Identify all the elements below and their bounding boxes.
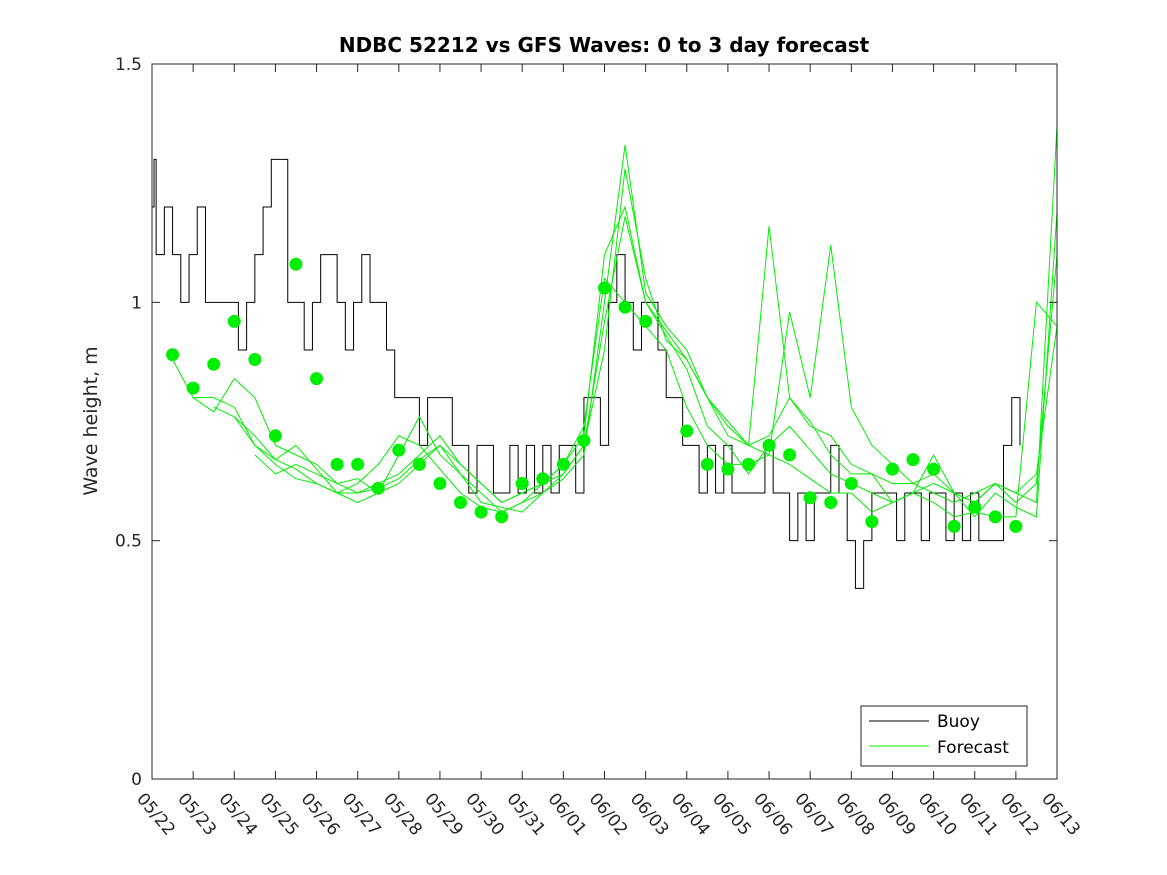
x-tick-label: 05/25 [256,789,303,839]
y-tick-label: 0 [131,770,142,790]
legend-box [860,705,1028,767]
forecast-marker [515,476,529,490]
forecast-marker [207,357,221,371]
x-tick-label: 05/28 [379,789,426,839]
x-tick-label: 06/10 [914,789,961,839]
y-tick-label: 1.5 [115,55,142,75]
forecast-marker [968,500,982,514]
forecast-marker [268,429,282,443]
forecast-marker [474,505,488,519]
forecast-marker [639,314,653,328]
x-tick-label: 05/27 [338,789,385,839]
legend-buoy-label: Buoy [937,712,980,732]
y-axis-label: Wave height, m [80,346,102,495]
forecast-marker [700,457,714,471]
chart-title: NDBC 52212 vs GFS Waves: 0 to 3 day fore… [339,33,870,57]
y-tick-label: 1 [131,293,142,313]
forecast-marker [927,462,941,476]
forecast-marker [495,510,509,524]
forecast-marker [536,472,550,486]
forecast-marker [947,519,961,533]
forecast-marker [577,434,591,448]
forecast-marker [351,457,365,471]
forecast-marker [783,448,797,462]
forecast-line-4 [213,125,1058,504]
x-tick-label: 06/13 [1037,789,1084,839]
x-tick-label: 05/22 [132,789,179,839]
forecast-marker [454,496,468,510]
forecast-marker [1009,519,1023,533]
forecast-marker [248,353,262,367]
forecast-line-3 [192,168,1058,518]
forecast-line-5 [233,144,1058,513]
x-tick-label: 06/05 [708,789,755,839]
forecast-marker [721,462,735,476]
x-tick-label: 05/29 [420,789,467,839]
x-tick-label: 06/04 [667,789,714,839]
legend-forecast-label: Forecast [937,738,1009,758]
forecast-marker [680,424,694,438]
x-tick-label: 06/08 [831,789,878,839]
forecast-marker [371,481,385,495]
forecast-marker [824,496,838,510]
buoy-line [152,158,1021,589]
forecast-line-6 [254,216,1058,504]
forecast-marker [412,457,426,471]
x-tick-label: 06/02 [585,789,632,839]
forecast-marker [556,457,570,471]
forecast-marker [803,491,817,505]
x-tick-label: 05/30 [461,789,508,839]
forecast-marker [865,515,879,529]
forecast-marker [906,453,920,467]
y-tick-label: 0.5 [115,532,142,552]
x-tick-label: 06/12 [996,789,1043,839]
x-tick-label: 06/11 [955,789,1002,839]
legend: Buoy Forecast [860,705,1028,767]
forecast-marker [392,443,406,457]
forecast-marker [310,372,324,386]
forecast-marker [741,457,755,471]
forecast-marker [289,257,303,271]
x-tick-label: 05/24 [214,789,261,839]
forecast-marker [844,476,858,490]
x-tick-label: 06/09 [873,789,920,839]
forecast-marker [988,510,1002,524]
forecast-marker [186,381,200,395]
forecast-marker [762,438,776,452]
forecast-marker [227,314,241,328]
forecast-marker [885,462,899,476]
x-tick-label: 06/06 [749,789,796,839]
x-tick-label: 05/31 [502,789,549,839]
forecast-marker [433,476,447,490]
forecast-marker [166,348,180,362]
x-tick-label: 06/01 [544,789,591,839]
plot-area [152,125,1058,589]
forecast-marker [598,281,611,295]
x-tick-label: 06/07 [790,789,837,839]
x-tick-label: 05/23 [173,789,220,839]
x-tick-label: 05/26 [297,789,344,839]
forecast-marker [618,300,632,314]
x-tick-label: 06/03 [626,789,673,839]
forecast-marker [330,457,344,471]
